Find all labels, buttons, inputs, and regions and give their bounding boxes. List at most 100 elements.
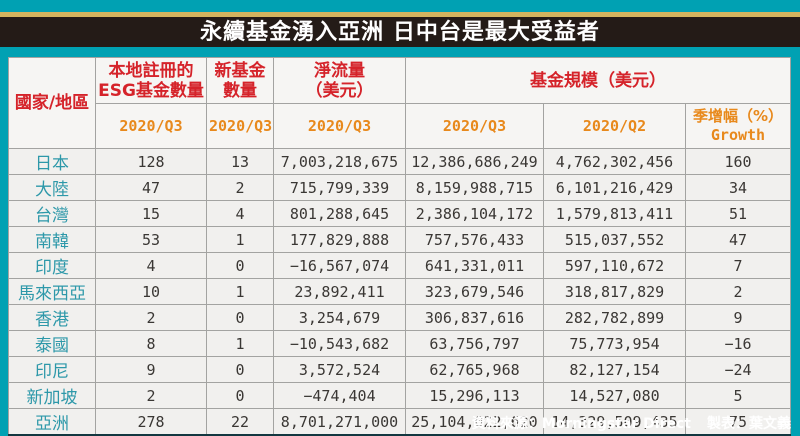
country-cell: 印尼 <box>8 356 96 383</box>
growth-cell: 47 <box>685 226 791 253</box>
growth-cell: 2 <box>685 278 791 305</box>
size-q2-cell: 1,579,813,411 <box>543 200 686 227</box>
net-flow-cell: −16,567,074 <box>273 252 406 279</box>
growth-cell: −24 <box>685 356 791 383</box>
col-header-esg-count: 本地註冊的 ESG基金數量 <box>95 57 207 104</box>
country-cell: 馬來西亞 <box>8 278 96 305</box>
table-row-total: 亞洲 278 22 8,701,271,000 25,104,022,620 1… <box>8 408 791 436</box>
size-q3-cell: 323,679,546 <box>405 278 544 305</box>
net-flow-cell: 177,829,888 <box>273 226 406 253</box>
col-header-esg-line2: ESG基金數量 <box>98 80 204 101</box>
net-flow-cell: −10,543,682 <box>273 330 406 357</box>
col-header-growth: 季增幅（%） Growth <box>685 103 791 149</box>
esg-count-cell: 2 <box>95 304 207 331</box>
new-funds-cell: 0 <box>206 356 274 383</box>
growth-cell: 34 <box>685 174 791 201</box>
net-flow-cell: 23,892,411 <box>273 278 406 305</box>
col-header-fund-size: 基金規模（美元） <box>405 57 791 104</box>
table-row: 印度 4 0 −16,567,074 641,331,011 597,110,6… <box>8 252 791 279</box>
subheader-size-q3: 2020/Q3 <box>405 103 544 149</box>
esg-fund-table: 國家/地區 本地註冊的 ESG基金數量 新基金 數量 淨流量 （美元） 基金規模… <box>8 57 791 436</box>
new-funds-cell: 2 <box>206 174 274 201</box>
country-cell: 新加坡 <box>8 382 96 409</box>
new-funds-cell: 0 <box>206 382 274 409</box>
table-row: 新加坡 2 0 −474,404 15,296,113 14,527,080 5 <box>8 382 791 409</box>
table-row: 香港 2 0 3,254,679 306,837,616 282,782,899… <box>8 304 791 331</box>
table-row: 泰國 8 1 −10,543,682 63,756,797 75,773,954… <box>8 330 791 357</box>
new-funds-cell: 1 <box>206 278 274 305</box>
esg-count-cell: 128 <box>95 148 207 175</box>
new-funds-cell: 0 <box>206 252 274 279</box>
size-q2-cell: 515,037,552 <box>543 226 686 253</box>
esg-count-cell: 10 <box>95 278 207 305</box>
table-row: 印尼 9 0 3,572,524 62,765,968 82,127,154 −… <box>8 356 791 383</box>
esg-count-cell: 53 <box>95 226 207 253</box>
table-row: 日本 128 13 7,003,218,675 12,386,686,249 4… <box>8 148 791 175</box>
growth-cell: −16 <box>685 330 791 357</box>
col-header-net-flow: 淨流量 （美元） <box>273 57 406 104</box>
size-q2-cell: 597,110,672 <box>543 252 686 279</box>
table-row: 大陸 47 2 715,799,339 8,159,988,715 6,101,… <box>8 174 791 201</box>
size-q3-cell: 757,576,433 <box>405 226 544 253</box>
data-table-wrap: 國家/地區 本地註冊的 ESG基金數量 新基金 數量 淨流量 （美元） 基金規模… <box>8 57 791 436</box>
col-header-flow-line1: 淨流量 <box>314 60 365 81</box>
size-q3-cell: 8,159,988,715 <box>405 174 544 201</box>
col-header-growth-line2: Growth <box>710 126 766 144</box>
new-funds-cell: 13 <box>206 148 274 175</box>
size-q2-cell: 14,329,509,435 <box>543 408 686 436</box>
size-q3-cell: 12,386,686,249 <box>405 148 544 175</box>
country-cell: 印度 <box>8 252 96 279</box>
col-header-new-line1: 新基金 <box>214 60 266 81</box>
size-q2-cell: 82,127,154 <box>543 356 686 383</box>
size-q2-cell: 6,101,216,429 <box>543 174 686 201</box>
size-q3-cell: 25,104,022,620 <box>405 408 544 436</box>
table-row: 台灣 15 4 801,288,645 2,386,104,172 1,579,… <box>8 200 791 227</box>
growth-cell: 51 <box>685 200 791 227</box>
col-header-new-line2: 數量 <box>223 80 257 101</box>
growth-cell: 9 <box>685 304 791 331</box>
size-q3-cell: 62,765,968 <box>405 356 544 383</box>
net-flow-cell: 3,572,524 <box>273 356 406 383</box>
esg-count-cell: 4 <box>95 252 207 279</box>
size-q2-cell: 318,817,829 <box>543 278 686 305</box>
subheader-esg-quarter: 2020/Q3 <box>95 103 207 149</box>
col-header-flow-line2: （美元） <box>305 80 374 101</box>
net-flow-cell: 801,288,645 <box>273 200 406 227</box>
esg-count-cell: 9 <box>95 356 207 383</box>
net-flow-cell: 8,701,271,000 <box>273 408 406 436</box>
country-cell: 泰國 <box>8 330 96 357</box>
new-funds-cell: 0 <box>206 304 274 331</box>
growth-cell: 75 <box>685 408 791 436</box>
subheader-new-quarter: 2020/Q3 <box>206 103 274 149</box>
col-header-new-funds: 新基金 數量 <box>206 57 274 104</box>
size-q2-cell: 4,762,302,456 <box>543 148 686 175</box>
net-flow-cell: 3,254,679 <box>273 304 406 331</box>
table-row: 馬來西亞 10 1 23,892,411 323,679,546 318,817… <box>8 278 791 305</box>
size-q3-cell: 641,331,011 <box>405 252 544 279</box>
net-flow-cell: −474,404 <box>273 382 406 409</box>
esg-count-cell: 2 <box>95 382 207 409</box>
size-q2-cell: 75,773,954 <box>543 330 686 357</box>
new-funds-cell: 4 <box>206 200 274 227</box>
table-row: 南韓 53 1 177,829,888 757,576,433 515,037,… <box>8 226 791 253</box>
new-funds-cell: 1 <box>206 226 274 253</box>
country-cell: 亞洲 <box>8 408 96 436</box>
credit-label: 製表：葉文義 <box>707 416 791 432</box>
growth-cell: 5 <box>685 382 791 409</box>
col-header-esg-line1: 本地註冊的 <box>108 60 194 81</box>
footer-note: 資料來源：Morningstar Direct 製表：葉文義 <box>472 415 791 433</box>
subheader-size-q2: 2020/Q2 <box>543 103 686 149</box>
esg-count-cell: 8 <box>95 330 207 357</box>
country-cell: 台灣 <box>8 200 96 227</box>
size-q3-cell: 15,296,113 <box>405 382 544 409</box>
growth-cell: 160 <box>685 148 791 175</box>
esg-count-cell: 278 <box>95 408 207 436</box>
size-q3-cell: 306,837,616 <box>405 304 544 331</box>
page-title: 永續基金湧入亞洲 日中台是最大受益者 <box>0 17 800 47</box>
size-q2-cell: 14,527,080 <box>543 382 686 409</box>
size-q3-cell: 63,756,797 <box>405 330 544 357</box>
gold-stripe <box>0 12 800 17</box>
country-cell: 大陸 <box>8 174 96 201</box>
size-q2-cell: 282,782,899 <box>543 304 686 331</box>
